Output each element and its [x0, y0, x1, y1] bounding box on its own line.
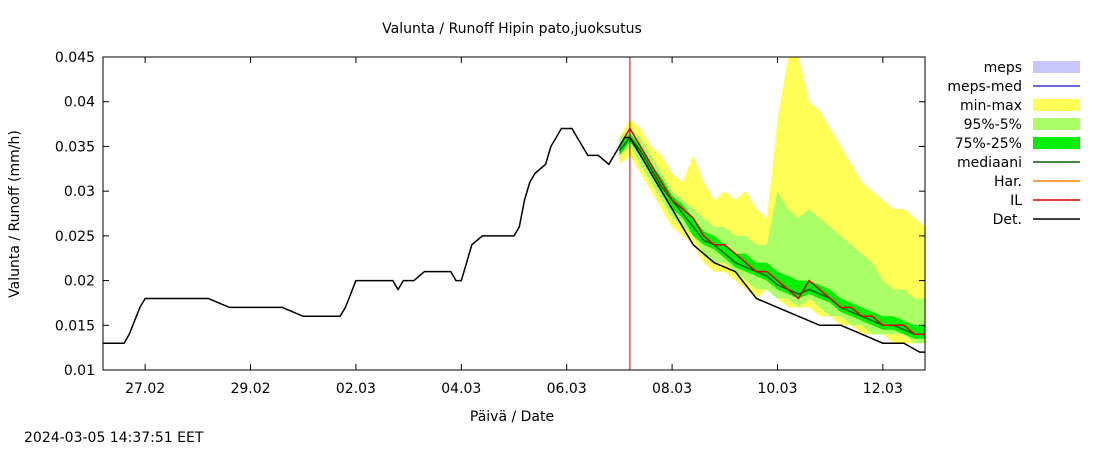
plot-frame — [102, 56, 926, 371]
band-75-25- — [619, 133, 925, 339]
band-95-5- — [619, 128, 925, 344]
legend-label-mediaani: mediaani — [957, 155, 1022, 171]
y-tick-label: 0.03 — [64, 184, 95, 200]
x-tick-label: 10.03 — [757, 381, 797, 397]
y-tick-label: 0.01 — [64, 363, 95, 379]
legend-label-il: IL — [1010, 193, 1022, 209]
legend: meps meps-med min-max 95%-5% 75%-25% mediaani… — [947, 60, 1080, 228]
x-tick-label: 02.03 — [336, 381, 376, 397]
x-axis-label: Päivä / Date — [470, 409, 554, 425]
uncertainty-bands — [619, 57, 925, 344]
legend-swatch-meps — [1033, 61, 1080, 73]
y-axis-label: Valunta / Runoff (mm/h) — [7, 130, 23, 298]
y-axis: 0.01 0.015 0.02 0.025 0.03 0.035 0.04 0.045 — [55, 50, 925, 379]
y-tick-label: 0.025 — [55, 229, 95, 245]
y-tick-label: 0.035 — [55, 139, 95, 155]
series-det--line — [103, 127, 925, 353]
x-tick-label: 04.03 — [441, 381, 481, 397]
legend-swatch-75-25- — [1033, 137, 1080, 149]
y-tick-label: 0.04 — [64, 95, 95, 111]
series-lines — [103, 127, 925, 353]
x-tick-label: 29.02 — [230, 381, 270, 397]
timestamp: 2024-03-05 14:37:51 EET — [24, 430, 204, 446]
y-tick-label: 0.02 — [64, 274, 95, 290]
x-tick-label: 06.03 — [547, 381, 587, 397]
x-axis: 27.02 29.02 02.03 04.03 06.03 08.03 10.03 12.03 — [125, 57, 903, 397]
chart-title: Valunta / Runoff Hipin pato,juoksutus — [382, 21, 642, 37]
legend-label-min-max: min-max — [960, 98, 1022, 114]
y-tick-label: 0.045 — [55, 50, 95, 66]
x-tick-label: 08.03 — [652, 381, 692, 397]
legend-label-95-5-: 95%-5% — [964, 117, 1022, 133]
legend-swatch-95-5- — [1033, 118, 1080, 130]
x-tick-label: 27.02 — [125, 381, 165, 397]
legend-swatch-min-max — [1033, 99, 1080, 111]
legend-label-meps-med: meps-med — [947, 79, 1022, 95]
legend-label-det-: Det. — [993, 212, 1022, 228]
legend-label-75-25-: 75%-25% — [955, 136, 1022, 152]
legend-label-har-: Har. — [994, 174, 1022, 190]
series-il-line — [618, 127, 925, 335]
y-tick-label: 0.015 — [55, 318, 95, 334]
legend-label-meps: meps — [984, 60, 1022, 76]
x-tick-label: 12.03 — [863, 381, 903, 397]
